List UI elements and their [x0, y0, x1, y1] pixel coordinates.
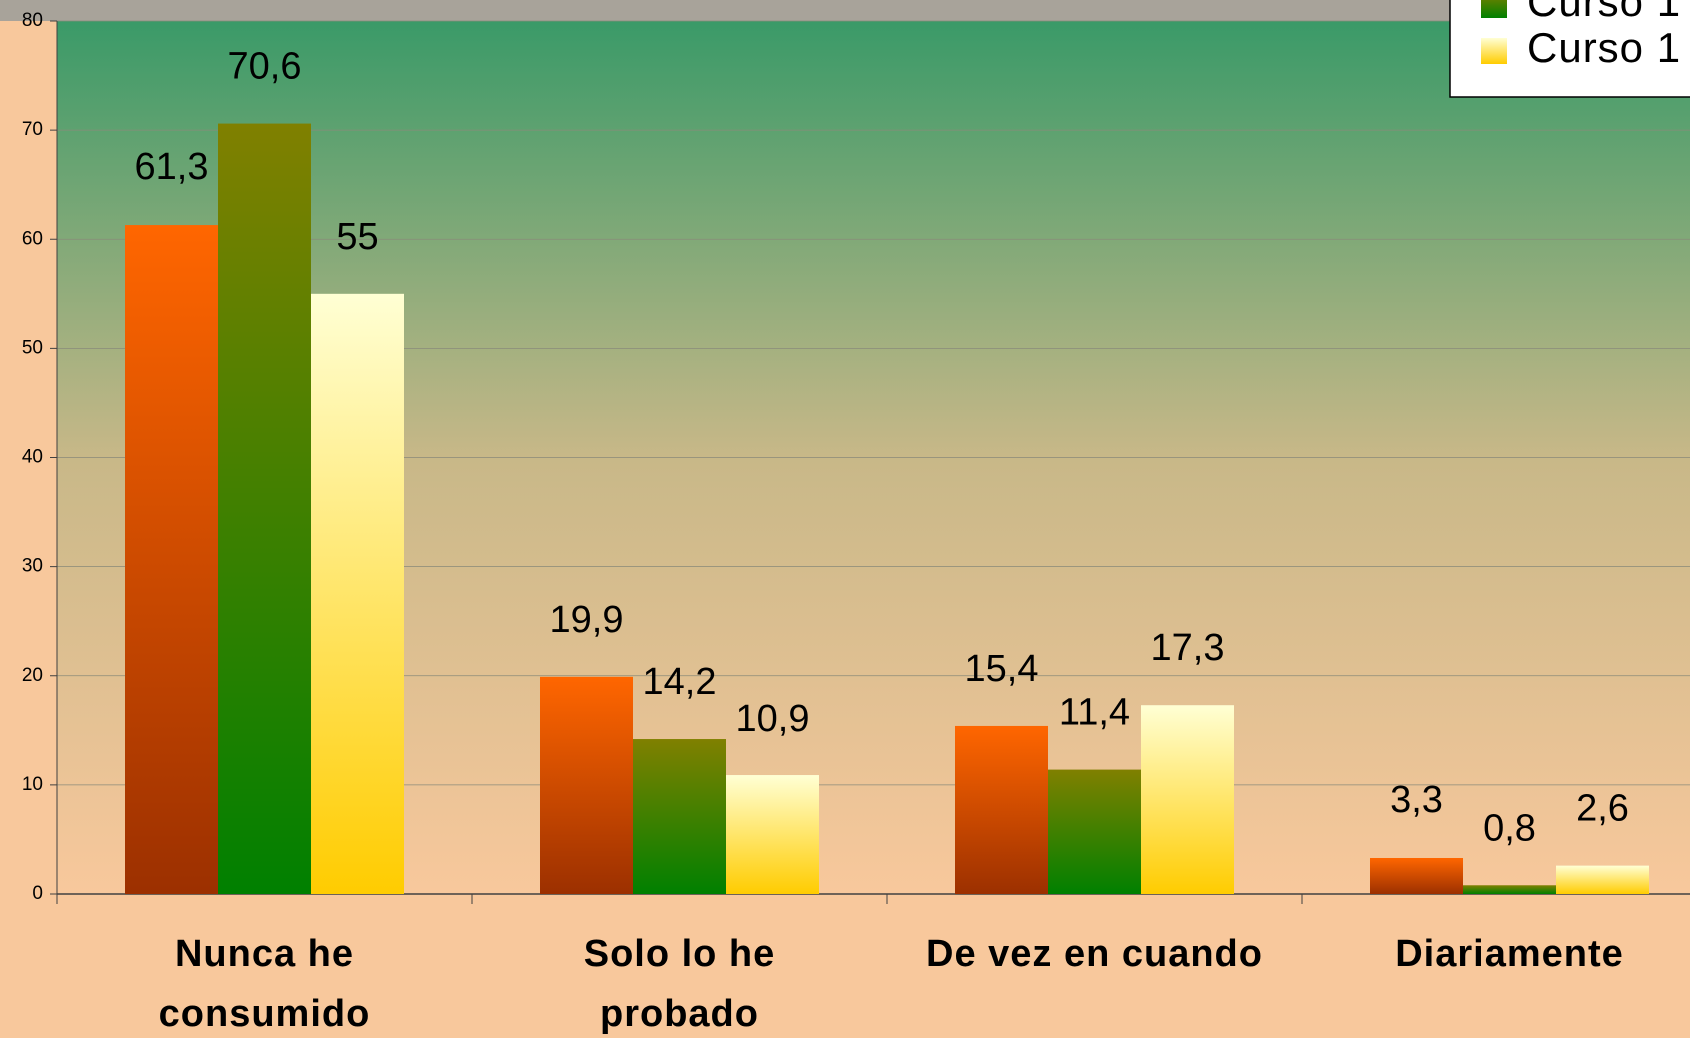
y-tick-label: 40: [22, 447, 43, 468]
data-label: 14,2: [643, 661, 717, 703]
legend-label: Curso 1: [1527, 0, 1681, 25]
data-label: 0,8: [1483, 807, 1536, 849]
data-label: 19,9: [550, 599, 624, 641]
x-tick-label: Solo lo he probado: [583, 933, 776, 1035]
data-label: 17,3: [1151, 627, 1225, 669]
bar: [1463, 885, 1556, 894]
bar: [1141, 705, 1234, 894]
bar: [633, 739, 726, 894]
y-tick-label: 10: [22, 774, 43, 795]
bar: [218, 123, 311, 894]
x-tick-label: Nunca he consumido: [158, 933, 371, 1035]
y-tick-label: 50: [22, 337, 43, 358]
y-tick-label: 80: [22, 10, 43, 31]
data-label: 70,6: [228, 46, 302, 88]
data-label: 3,3: [1390, 779, 1443, 821]
y-tick-label: 20: [22, 665, 43, 686]
y-tick-label: 60: [22, 228, 43, 249]
x-tick-label: De vez en cuando: [926, 933, 1263, 975]
x-tick-label: Diariamente: [1395, 933, 1624, 975]
data-label: 11,4: [1059, 692, 1130, 734]
y-tick-label: 30: [22, 556, 43, 577]
bar: [540, 676, 633, 894]
data-label: 15,4: [965, 648, 1039, 690]
legend-swatch: [1481, 0, 1507, 18]
data-label: 10,9: [736, 698, 810, 740]
data-label: 55: [336, 216, 378, 258]
bar: [1048, 769, 1141, 894]
y-tick-label: 70: [22, 119, 43, 140]
bar: [1556, 865, 1649, 894]
bar: [311, 293, 404, 894]
y-tick-label: 0: [32, 883, 43, 904]
bar: [955, 725, 1048, 894]
data-label: 61,3: [135, 146, 209, 188]
legend-swatch: [1481, 38, 1507, 64]
bar: [726, 775, 819, 894]
top-band: [0, 0, 1690, 21]
bar: [125, 225, 218, 895]
data-label: 2,6: [1576, 788, 1629, 830]
bar: [1370, 857, 1463, 894]
legend-label: Curso 1: [1527, 24, 1681, 71]
